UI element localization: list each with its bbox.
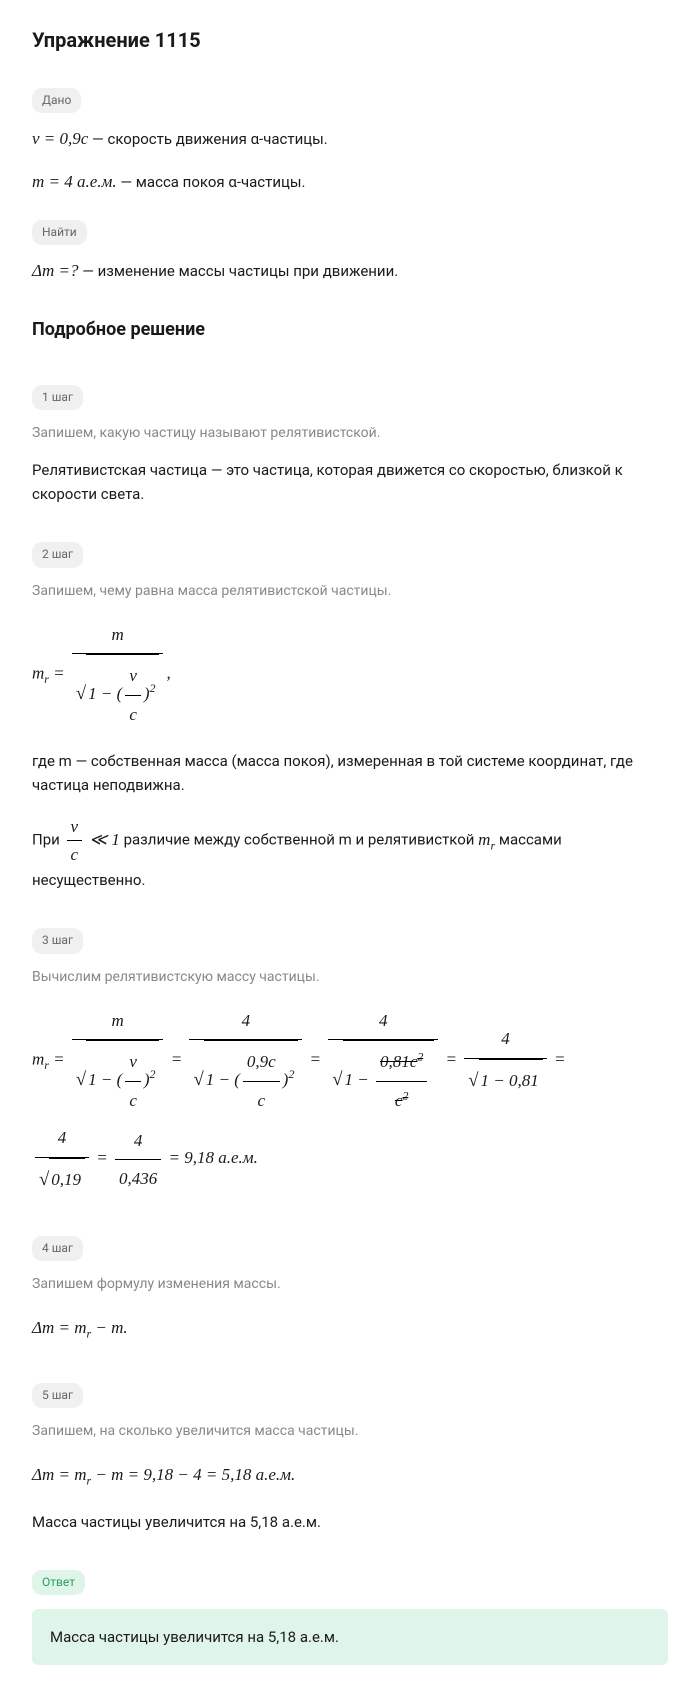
- step-formula-5: Δm = mr − m = 9,18 − 4 = 5,18 а.е.м.: [32, 1456, 668, 1494]
- frac-vc-num: v: [125, 657, 141, 695]
- find-line: Δm =? — изменение массы частицы при движ…: [32, 257, 668, 284]
- step-badge-4: 4 шаг: [32, 1236, 83, 1261]
- step-badge-5: 5 шаг: [32, 1383, 83, 1408]
- step-text-2b: При vc ≪ 1 различие между собственной m …: [32, 813, 668, 892]
- f4-def: Δm = m: [32, 1318, 87, 1337]
- f3-0436: 0,436: [115, 1160, 161, 1197]
- f3-num-4a: 4: [189, 1002, 302, 1040]
- given-formula-2: m = 4 а.е.м.: [32, 172, 117, 191]
- find-formula: Δm =?: [32, 261, 78, 280]
- f3-09c-den: c: [243, 1082, 280, 1119]
- step-badge-3: 3 шаг: [32, 928, 83, 953]
- f3-result: 9,18 а.е.м.: [184, 1148, 258, 1167]
- find-badge: Найти: [32, 220, 87, 245]
- step-text-2a: где m — собственная масса (масса покоя),…: [32, 749, 668, 797]
- step-text-5: Масса частицы увеличится на 5,18 а.е.м.: [32, 1510, 668, 1534]
- step-hint-2: Запишем, чему равна масса релятивистской…: [32, 580, 668, 602]
- step-formula-4: Δm = mr − m.: [32, 1309, 668, 1347]
- step-badge-2: 2 шаг: [32, 542, 83, 567]
- frac-vc-den: c: [125, 696, 141, 733]
- f3-num-4c: 4: [464, 1020, 547, 1058]
- f3-vc-den: c: [125, 1082, 141, 1119]
- step-hint-3: Вычислим релятивистскую массу частицы.: [32, 966, 668, 988]
- f5-post: − m = 9,18 − 4 = 5,18 а.е.м.: [91, 1465, 295, 1484]
- vc-num-inline: v: [67, 813, 83, 841]
- step-formula-3: mr = m 1 − (vc)2 = 4 1 − (0,9cc)2 = 4 1 …: [32, 1002, 668, 1200]
- vc-den-inline: c: [67, 841, 83, 868]
- f3-019: 0,19: [49, 1158, 85, 1198]
- f3-num-4d: 4: [35, 1119, 89, 1157]
- f4-post: − m.: [91, 1318, 128, 1337]
- f3-09c-num: 0,9c: [243, 1043, 280, 1081]
- f3-num-4e: 4: [115, 1122, 161, 1160]
- step-hint-4: Запишем формулу изменения массы.: [32, 1273, 668, 1295]
- f5-def: Δm = m: [32, 1465, 87, 1484]
- f3-num-m: m: [72, 1002, 164, 1040]
- answer-badge: Ответ: [32, 1570, 85, 1595]
- answer-box: Масса частицы увеличится на 5,18 а.е.м.: [32, 1609, 668, 1665]
- given-line-2: m = 4 а.е.м. — масса покоя α-частицы.: [32, 168, 668, 195]
- given-formula-1: v = 0,9c: [32, 129, 88, 148]
- solution-title: Подробное решение: [32, 316, 668, 345]
- f3-081c2: 0,81c: [380, 1052, 417, 1071]
- step-hint-1: Запишем, какую частицу называют релятиви…: [32, 422, 668, 444]
- f3-vc-num: v: [125, 1043, 141, 1081]
- given-text-1: — скорость движения α-частицы.: [88, 130, 327, 148]
- f3-num-4b: 4: [328, 1002, 438, 1040]
- step-badge-1: 1 шаг: [32, 385, 83, 410]
- step-text-1: Релятивистская частица — это частица, ко…: [32, 458, 668, 506]
- step-text-2b-mid: различие между собственной m и релятивис…: [120, 831, 478, 849]
- given-line-1: v = 0,9c — скорость движения α-частицы.: [32, 125, 668, 152]
- given-badge: Дано: [32, 88, 81, 113]
- step-text-2b-pre: При: [32, 831, 64, 849]
- frac-num-m: m: [72, 616, 164, 654]
- step-formula-2: mr = m 1 − (vc)2 ,: [32, 616, 668, 733]
- f3-081: 0,81: [509, 1071, 539, 1090]
- step-hint-5: Запишем, на сколько увеличится масса час…: [32, 1420, 668, 1442]
- given-text-2: — масса покоя α-частицы.: [117, 173, 306, 191]
- exercise-title: Упражнение 1115: [32, 24, 668, 56]
- find-text: — изменение массы частицы при движении.: [78, 262, 398, 280]
